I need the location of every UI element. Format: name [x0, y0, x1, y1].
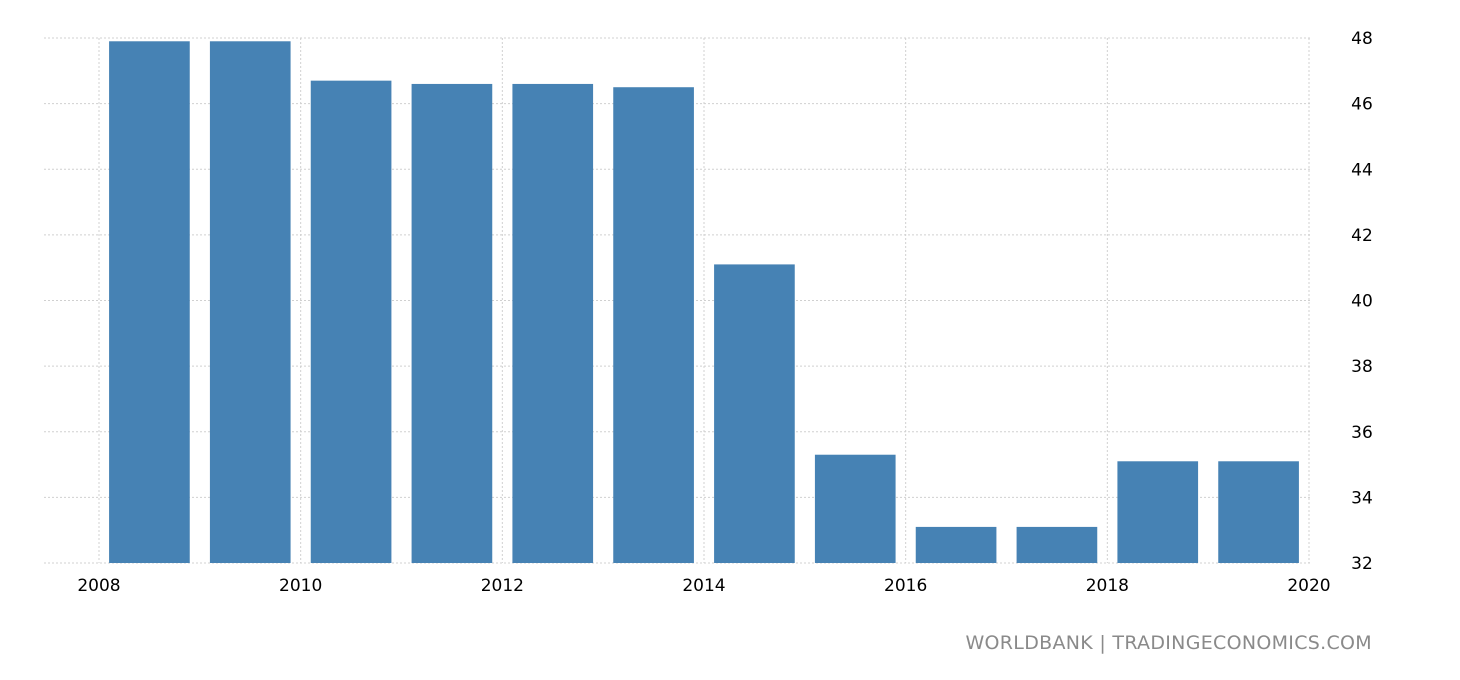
y-tick-label: 38	[1351, 357, 1373, 377]
source-credit: WORLDBANK | TRADINGECONOMICS.COM	[965, 632, 1372, 654]
bar-2008	[109, 41, 190, 563]
bar-2011	[411, 83, 493, 563]
y-tick-label: 46	[1351, 95, 1373, 115]
x-tick-label: 2010	[279, 576, 322, 596]
x-tick-label: 2018	[1086, 576, 1129, 596]
x-axis-ticks: 2008 2010 2012 2014 2016 2018 2020	[77, 576, 1330, 596]
bar-2009	[209, 41, 291, 563]
y-tick-label: 40	[1351, 292, 1373, 312]
bars	[109, 41, 1299, 563]
bar-2017	[1016, 526, 1098, 563]
bar-2019	[1218, 461, 1299, 563]
x-tick-label: 2008	[77, 576, 120, 596]
x-tick-label: 2012	[481, 576, 524, 596]
bar-2010	[310, 80, 392, 563]
y-tick-label: 32	[1351, 554, 1373, 574]
x-tick-label: 2020	[1287, 576, 1330, 596]
y-tick-label: 34	[1351, 488, 1373, 508]
bar-2012	[512, 83, 594, 563]
y-tick-label: 44	[1351, 160, 1373, 180]
y-tick-label: 36	[1351, 423, 1373, 443]
bar-2018	[1117, 461, 1199, 563]
y-tick-label: 48	[1351, 29, 1373, 49]
y-axis-ticks: 32 34 36 38 40 42 44 46 48	[1351, 29, 1373, 574]
bar-2014	[714, 264, 795, 563]
y-tick-label: 42	[1351, 226, 1373, 246]
bar-2016	[915, 526, 997, 563]
bar-2013	[613, 87, 694, 563]
x-tick-label: 2014	[682, 576, 725, 596]
bar-2015	[814, 454, 896, 563]
x-tick-label: 2016	[884, 576, 927, 596]
